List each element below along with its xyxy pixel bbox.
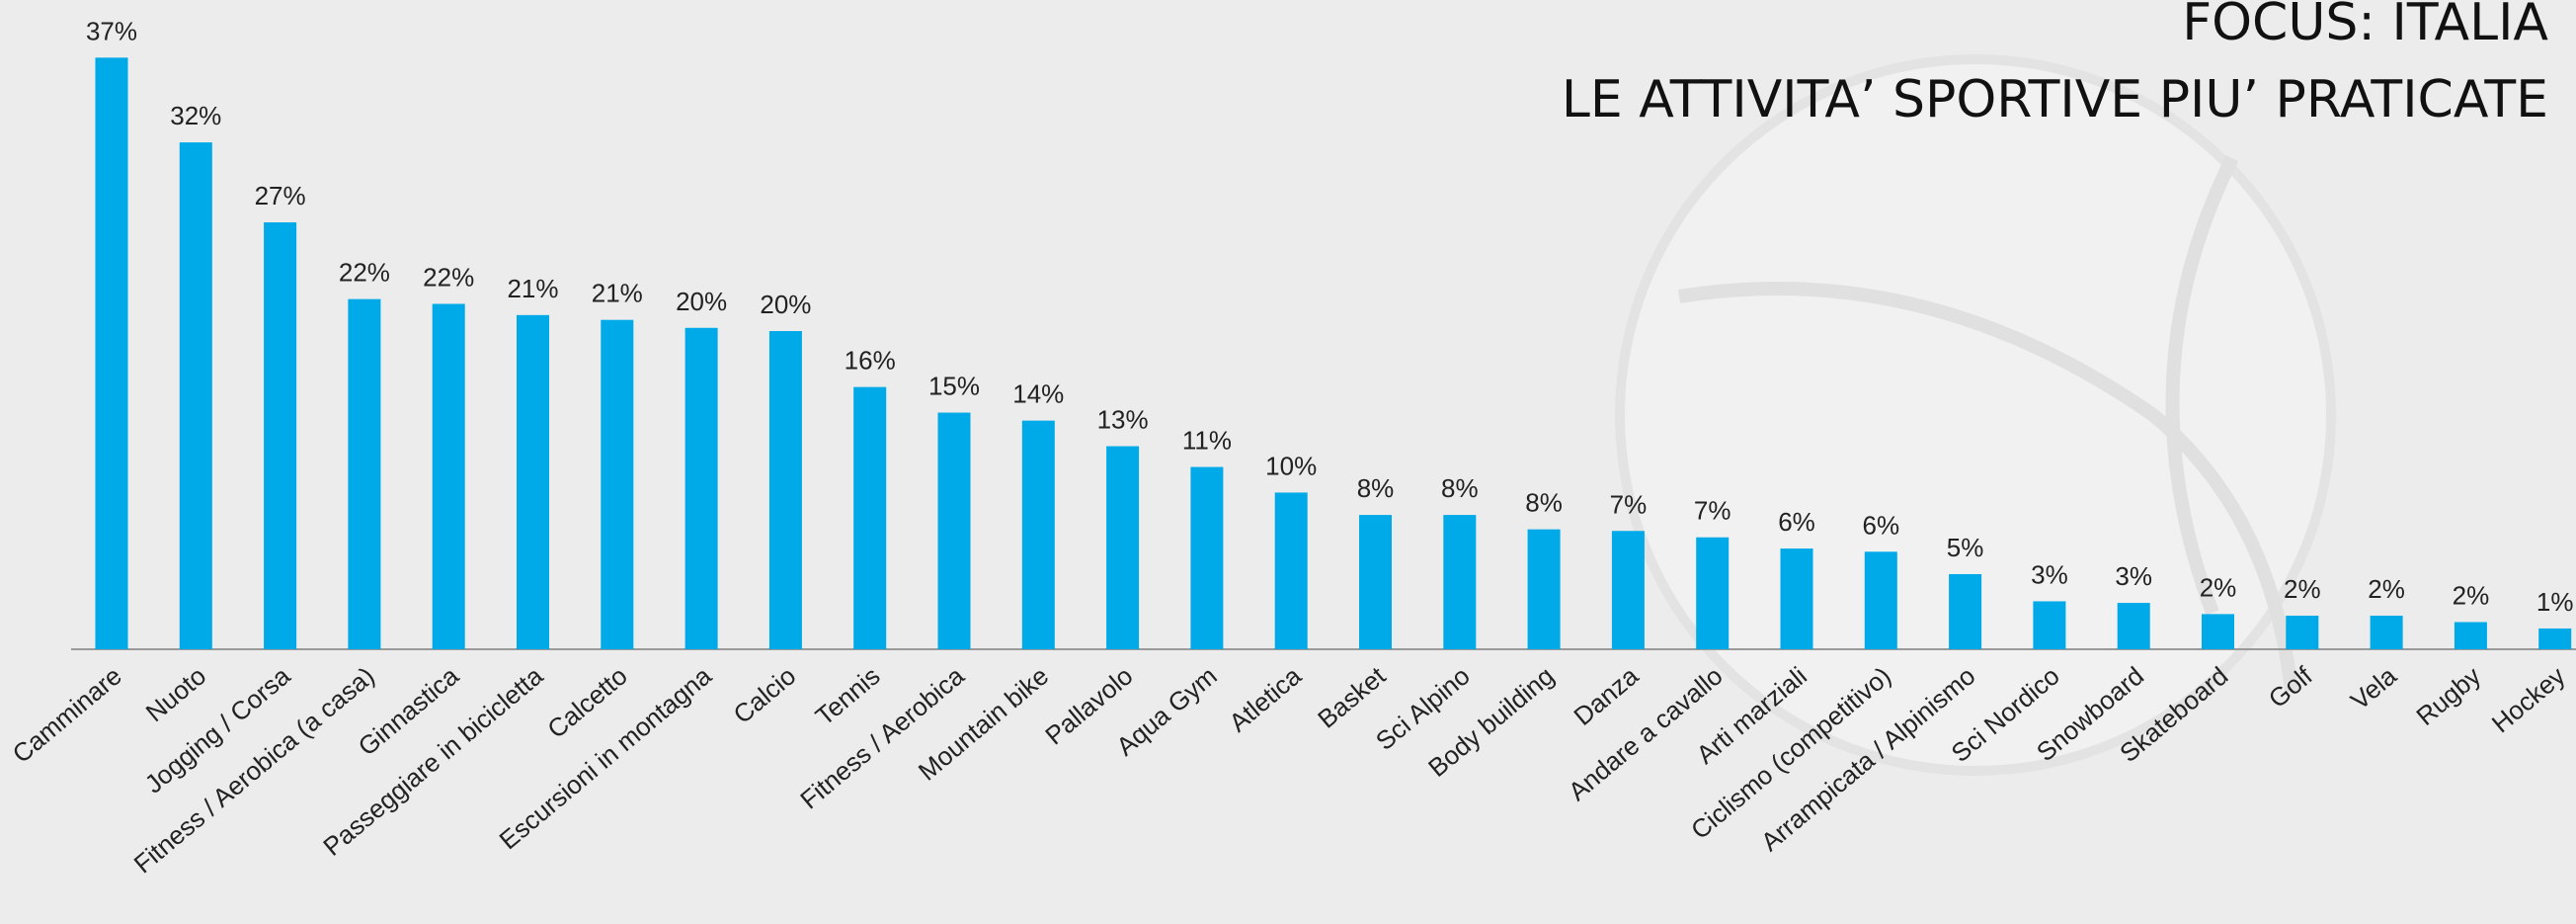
bar [769, 331, 802, 649]
value-label: 32% [170, 101, 221, 130]
bar [348, 299, 380, 649]
bar [601, 320, 633, 649]
value-label: 21% [592, 279, 643, 308]
value-label: 5% [1947, 533, 1984, 562]
bar [1949, 574, 1981, 649]
bar [1106, 447, 1139, 649]
x-tick-label: Tennis [810, 661, 886, 731]
chart-subtitle: LE ATTIVITA’ SPORTIVE PIU’ PRATICATE [1562, 70, 2548, 129]
value-label: 6% [1863, 510, 1900, 540]
value-label: 21% [507, 274, 558, 303]
bar [1443, 515, 1476, 649]
value-label: 8% [1441, 473, 1479, 503]
value-label: 1% [2536, 587, 2574, 617]
value-label: 20% [676, 287, 727, 316]
bar [2371, 616, 2403, 649]
x-tick-label: Basket [1312, 660, 1392, 734]
value-label: 7% [1610, 489, 1648, 519]
x-tick-label: Vela [2345, 660, 2402, 715]
value-label: 22% [339, 258, 390, 288]
x-tick-label: Hockey [2486, 661, 2571, 739]
chart-title: FOCUS: ITALIA [2182, 0, 2548, 52]
background-ball [1620, 59, 2331, 771]
bar [264, 222, 296, 649]
value-label: 3% [2115, 561, 2152, 591]
x-tick-label: Andare a cavallo [1563, 661, 1729, 806]
value-label: 13% [1097, 405, 1149, 435]
bar [1612, 531, 1645, 649]
value-label: 8% [1357, 473, 1395, 503]
bar [2538, 629, 2571, 649]
value-label: 37% [86, 16, 137, 45]
bar [517, 315, 549, 649]
x-tick-label: Jogging / Corsa [139, 660, 296, 798]
bar [853, 387, 886, 649]
bar [96, 57, 128, 649]
bar [1781, 548, 1813, 649]
bar [1696, 538, 1729, 649]
bar [1528, 530, 1561, 649]
bar [1190, 467, 1223, 649]
value-label: 3% [2031, 559, 2068, 589]
bar [2455, 622, 2487, 649]
value-label: 22% [423, 263, 474, 293]
bar [1275, 492, 1308, 649]
x-tick-label: Atletica [1223, 660, 1307, 737]
chart: FOCUS: ITALIA LE ATTIVITA’ SPORTIVE PIU’… [0, 0, 2576, 924]
bar [2202, 614, 2234, 649]
x-tick-label: Golf [2263, 660, 2318, 714]
value-label: 15% [928, 372, 980, 401]
value-label: 20% [760, 290, 811, 319]
bar [2118, 603, 2150, 649]
bar [433, 304, 465, 649]
x-tick-label: Calcio [728, 661, 802, 729]
x-tick-label: Danza [1568, 660, 1644, 731]
bar [1022, 421, 1055, 649]
value-label: 14% [1012, 379, 1064, 409]
value-label: 6% [1778, 507, 1815, 537]
bar [2033, 601, 2065, 649]
bar [2286, 616, 2318, 649]
value-label: 27% [255, 181, 306, 210]
value-label: 2% [2368, 574, 2405, 604]
value-label: 11% [1182, 426, 1232, 456]
value-label: 2% [2453, 580, 2490, 610]
x-tick-label: Nuoto [140, 661, 211, 728]
value-label: 2% [2284, 574, 2321, 604]
bar [180, 142, 212, 649]
x-tick-label: Rugby [2410, 661, 2486, 731]
bar [938, 413, 971, 649]
value-label: 2% [2200, 572, 2237, 602]
value-label: 7% [1694, 496, 1731, 526]
bar [1359, 515, 1392, 649]
value-label: 8% [1525, 488, 1563, 518]
bar [1865, 551, 1897, 649]
x-tick-label: Camminare [7, 661, 127, 769]
bar [685, 328, 718, 649]
value-label: 16% [845, 346, 896, 376]
value-label: 10% [1265, 451, 1317, 480]
